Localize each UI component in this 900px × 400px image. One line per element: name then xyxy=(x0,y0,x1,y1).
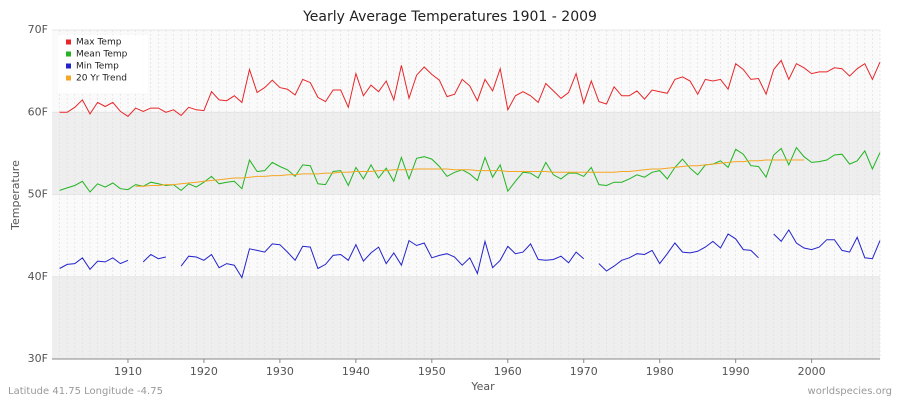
plot-band xyxy=(52,276,880,359)
series-line xyxy=(135,159,804,187)
legend-box xyxy=(58,35,148,93)
footer-right: worldspecies.org xyxy=(808,386,892,397)
legend-label: Min Temp xyxy=(76,62,119,72)
y-tick-label: 40F xyxy=(28,270,48,283)
x-tick-label: 1960 xyxy=(494,365,522,378)
y-tick-label: 70F xyxy=(28,23,48,36)
x-tick-label: 1980 xyxy=(646,365,674,378)
x-tick-label: 1990 xyxy=(722,365,750,378)
legend-label: 20 Yr Trend xyxy=(76,74,127,84)
x-tick-label: 1970 xyxy=(570,365,598,378)
x-axis-label: Year xyxy=(470,380,495,393)
legend-label: Mean Temp xyxy=(76,50,128,60)
y-tick-label: 30F xyxy=(28,352,48,365)
footer-left: Latitude 41.75 Longitude -4.75 xyxy=(8,386,163,397)
series-line xyxy=(59,146,881,193)
legend-swatch xyxy=(66,51,71,57)
x-tick-label: 1950 xyxy=(418,365,446,378)
x-tick-label: 1920 xyxy=(190,365,218,378)
series-line xyxy=(59,59,881,118)
legend-swatch xyxy=(66,39,71,45)
y-tick-label: 50F xyxy=(28,188,48,201)
x-tick-label: 1910 xyxy=(114,365,142,378)
plot-band xyxy=(52,112,880,195)
y-tick-label: 60F xyxy=(28,105,48,118)
chart-title: Yearly Average Temperatures 1901 - 2009 xyxy=(302,9,597,25)
y-axis-label: Temperature xyxy=(9,160,22,231)
legend-swatch xyxy=(66,75,71,81)
x-tick-label: 1930 xyxy=(266,365,294,378)
x-tick-label: 2000 xyxy=(798,365,826,378)
x-tick-label: 1940 xyxy=(342,365,370,378)
series-line xyxy=(59,228,881,279)
legend-swatch xyxy=(66,63,71,69)
legend-label: Max Temp xyxy=(76,38,122,48)
